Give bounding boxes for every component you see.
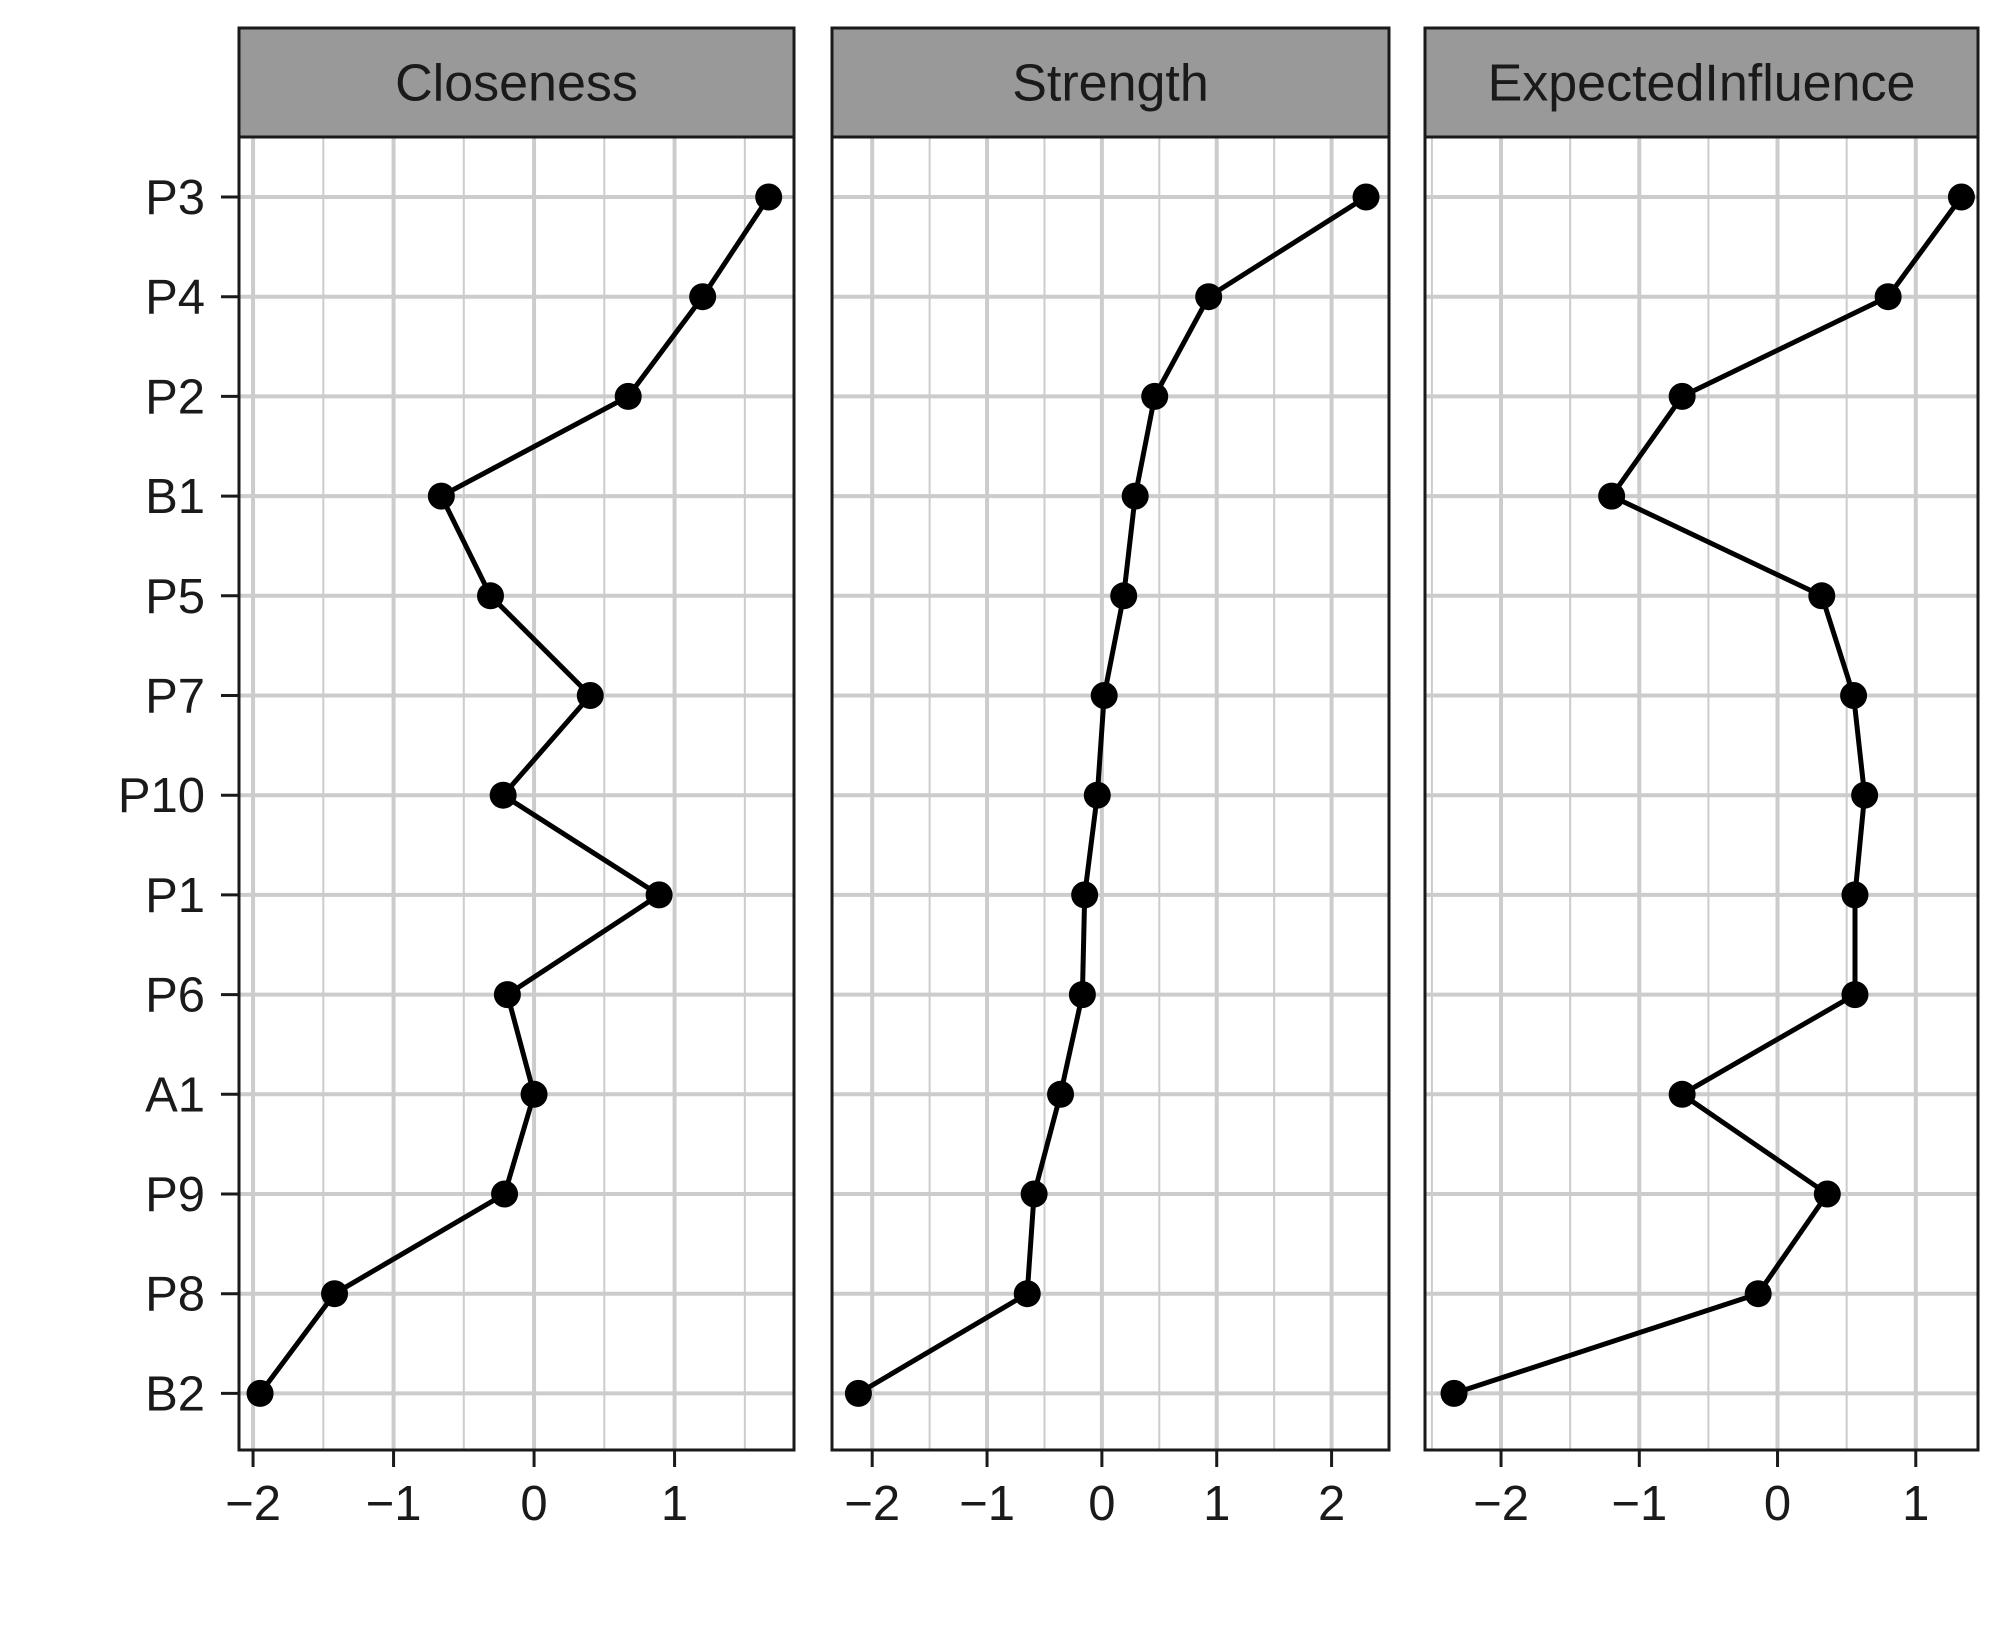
panel-closeness: Closeness −2 −1 0 1 xyxy=(225,26,796,1531)
data-point-p1 xyxy=(645,881,673,909)
panels-layer: Closeness −2 −1 0 1 Strength −2 −1 0 1 2 ExpectedIn… xyxy=(225,26,1980,1531)
data-point-p6 xyxy=(1841,981,1869,1009)
data-point-p5 xyxy=(477,582,505,610)
data-point-p4 xyxy=(689,283,717,311)
data-point-p10 xyxy=(489,781,517,809)
y-tick-label: P4 xyxy=(145,271,205,325)
data-point-p4 xyxy=(1874,283,1902,311)
panel-title: Closeness xyxy=(395,55,638,113)
data-point-b1 xyxy=(1598,482,1626,510)
panel-title: Strength xyxy=(1012,55,1209,113)
y-axis-labels: P3 P4 P2 B1 P5 P7 P10 P1 P6 A1 P9 P8 B2 xyxy=(118,171,239,1421)
data-point-a1 xyxy=(1668,1080,1696,1108)
x-tick-label: −1 xyxy=(366,1477,422,1531)
data-point-p9 xyxy=(1020,1180,1048,1208)
data-point-a1 xyxy=(520,1080,548,1108)
y-tick-label: B2 xyxy=(145,1367,205,1421)
y-tick-label: A1 xyxy=(145,1068,205,1122)
y-tick-label: B1 xyxy=(145,470,205,524)
panel-strength: Strength −2 −1 0 1 2 xyxy=(830,26,1391,1531)
panel-border xyxy=(237,135,796,1452)
x-tick-label: 1 xyxy=(661,1477,688,1531)
panel-strip xyxy=(830,26,1391,139)
data-point-p2 xyxy=(614,382,642,410)
x-tick-label: −2 xyxy=(225,1477,281,1531)
data-point-p5 xyxy=(1808,582,1836,610)
x-tick-label: 1 xyxy=(1902,1477,1929,1531)
data-point-p6 xyxy=(493,981,521,1009)
data-point-p10 xyxy=(1083,781,1111,809)
data-point-p9 xyxy=(491,1180,519,1208)
y-tick-label: P10 xyxy=(118,769,205,823)
data-point-a1 xyxy=(1047,1080,1075,1108)
data-point-p7 xyxy=(576,682,604,709)
y-tick-label: P7 xyxy=(145,670,205,724)
panel-border xyxy=(1423,135,1980,1452)
data-point-p9 xyxy=(1813,1180,1841,1208)
data-point-p1 xyxy=(1841,881,1869,909)
data-point-p7 xyxy=(1840,682,1868,709)
x-tick-label: −1 xyxy=(959,1477,1015,1531)
data-point-p6 xyxy=(1068,981,1096,1009)
data-point-b2 xyxy=(844,1379,872,1407)
y-tick-label: P9 xyxy=(145,1168,205,1222)
y-tick-label: P5 xyxy=(145,570,205,624)
x-tick-label: −2 xyxy=(844,1477,900,1531)
data-point-p4 xyxy=(1195,283,1223,311)
y-tick-label: P2 xyxy=(145,370,205,424)
panel-border xyxy=(830,135,1391,1452)
panel-strip xyxy=(237,26,796,139)
x-tick-label: 0 xyxy=(1088,1477,1115,1531)
panel-strip xyxy=(1423,26,1980,139)
data-point-p10 xyxy=(1851,781,1879,809)
data-point-p2 xyxy=(1141,382,1169,410)
data-point-p2 xyxy=(1668,382,1696,410)
data-point-p8 xyxy=(1744,1280,1772,1308)
x-tick-label: −1 xyxy=(1611,1477,1667,1531)
panel-title: ExpectedInfluence xyxy=(1488,55,1916,113)
y-tick-label: P8 xyxy=(145,1268,205,1322)
data-point-b2 xyxy=(246,1379,274,1407)
data-point-p3 xyxy=(1947,183,1975,211)
x-tick-label: 0 xyxy=(520,1477,547,1531)
y-tick-label: P3 xyxy=(145,171,205,225)
data-point-b2 xyxy=(1440,1379,1468,1407)
x-tick-label: −2 xyxy=(1473,1477,1529,1531)
data-point-p1 xyxy=(1071,881,1099,909)
data-point-p3 xyxy=(1352,183,1380,211)
panel-expectedinfluence: ExpectedInfluence −2 −1 0 1 xyxy=(1423,26,1980,1531)
x-tick-label: 1 xyxy=(1203,1477,1230,1531)
data-point-p8 xyxy=(321,1280,349,1308)
data-point-p3 xyxy=(755,183,783,211)
x-tick-label: 2 xyxy=(1318,1477,1345,1531)
x-tick-label: 0 xyxy=(1764,1477,1791,1531)
data-point-p8 xyxy=(1013,1280,1041,1308)
y-tick-label: P1 xyxy=(145,869,205,923)
data-point-p5 xyxy=(1110,582,1138,610)
data-point-b1 xyxy=(1121,482,1149,510)
y-tick-label: P6 xyxy=(145,969,205,1023)
data-point-p7 xyxy=(1090,682,1118,709)
data-point-b1 xyxy=(427,482,455,510)
